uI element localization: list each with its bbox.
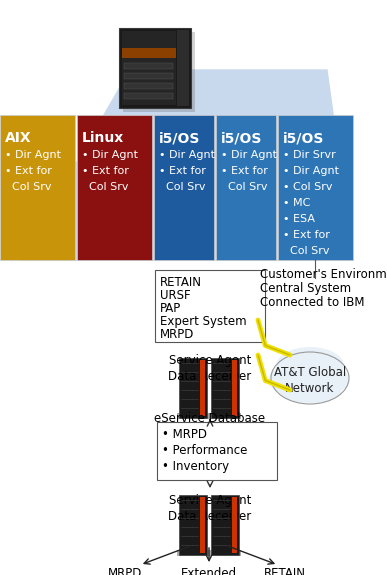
Text: • ESA: • ESA [283,214,315,224]
Text: • Performance: • Performance [162,444,247,457]
Ellipse shape [268,366,312,394]
Bar [122,48,176,58]
Bar [123,32,195,112]
Bar [124,73,173,79]
Bar [216,115,276,260]
Bar [119,28,191,108]
Text: eService Database: eService Database [154,412,265,425]
Bar [177,413,209,419]
Polygon shape [20,70,353,260]
Text: Col Srv: Col Srv [159,182,205,192]
Text: • Ext for: • Ext for [82,166,129,176]
Text: • Dir Agnt: • Dir Agnt [82,150,138,160]
Text: Col Srv: Col Srv [283,246,329,256]
Text: • Ext for: • Ext for [221,166,268,176]
Bar [209,413,241,419]
Bar [0,115,75,260]
Bar [122,31,176,105]
Text: Extended
Error Data: Extended Error Data [178,567,240,575]
Bar [211,358,239,418]
Ellipse shape [283,376,321,400]
Bar [155,270,265,342]
Text: Customer's Environment:: Customer's Environment: [260,268,387,281]
Text: Central System: Central System [260,282,351,295]
Text: • MRPD: • MRPD [162,428,207,441]
Text: • Col Srv: • Col Srv [283,182,332,192]
Text: MRPD: MRPD [160,328,194,341]
Text: i5/OS: i5/OS [283,131,324,145]
Text: • Dir Agnt: • Dir Agnt [283,166,339,176]
Text: RETAIN: RETAIN [160,276,202,289]
Bar [211,495,239,555]
Bar [278,115,353,260]
Bar [154,115,214,260]
Text: • Dir Agnt: • Dir Agnt [5,150,61,160]
Text: Col Srv: Col Srv [5,182,51,192]
Text: Linux: Linux [82,131,124,145]
Ellipse shape [279,381,341,403]
Bar [177,30,189,106]
Text: AIX: AIX [5,131,32,145]
Text: Connected to IBM: Connected to IBM [260,296,365,309]
Bar [232,497,237,553]
Text: • Inventory: • Inventory [162,460,229,473]
Bar [124,93,173,99]
Bar [200,497,205,553]
Bar [209,550,241,556]
Text: RETAIN: RETAIN [264,567,306,575]
Ellipse shape [300,379,336,401]
Text: • MC: • MC [283,198,310,208]
Bar [124,83,173,89]
Text: i5/OS: i5/OS [221,131,262,145]
Text: AT&T Global
Network: AT&T Global Network [274,366,346,394]
Text: Col Srv: Col Srv [82,182,128,192]
Text: • Ext for: • Ext for [283,230,330,240]
Bar [179,495,207,555]
Text: PAP: PAP [160,302,181,315]
Bar [124,63,173,69]
Text: Service Agent
Data Receiver: Service Agent Data Receiver [168,354,252,383]
Text: • Ext for: • Ext for [5,166,52,176]
Text: Expert System: Expert System [160,315,247,328]
Bar [179,358,207,418]
Text: Col Srv: Col Srv [221,182,267,192]
Text: URSF: URSF [160,289,191,302]
Bar [157,422,277,480]
Text: i5/OS: i5/OS [159,131,200,145]
Bar [200,360,205,416]
Text: MRPD: MRPD [108,567,142,575]
Bar [77,115,152,260]
Bar [177,550,209,556]
Text: • Dir Agnt: • Dir Agnt [159,150,215,160]
Text: Service Agent
Data Receiver: Service Agent Data Receiver [168,494,252,523]
Text: • Ext for: • Ext for [159,166,206,176]
Text: • Dir Srvr: • Dir Srvr [283,150,336,160]
Ellipse shape [307,366,349,394]
Bar [232,360,237,416]
Ellipse shape [276,347,344,385]
Text: • Dir Agnt: • Dir Agnt [221,150,277,160]
